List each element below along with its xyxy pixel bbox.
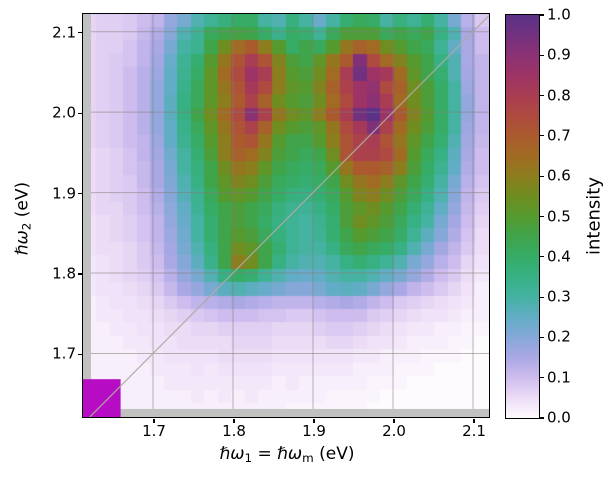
colorbar-tick-label: 0.8 xyxy=(547,86,571,105)
colorbar-tick-mark xyxy=(540,54,544,56)
saturated-corner-block xyxy=(83,379,122,418)
y-tick-mark xyxy=(78,32,82,34)
x-tick-mark xyxy=(393,419,395,423)
x-tick-label: 1.8 xyxy=(222,422,246,440)
colorbar-tick-label: 0.0 xyxy=(547,408,571,427)
x-tick-label: 1.9 xyxy=(302,422,326,440)
colorbar-tick-mark xyxy=(540,377,544,379)
colorbar-tick-mark xyxy=(540,135,544,137)
y-tick-mark xyxy=(78,273,82,275)
colorbar-tick-mark xyxy=(540,336,544,338)
colorbar-tick-label: 0.5 xyxy=(547,207,571,225)
y-axis-label-math: ℏω xyxy=(12,230,33,256)
y-tick-mark xyxy=(78,192,82,195)
x-tick-mark xyxy=(313,419,315,423)
colorbar-tick-mark xyxy=(540,14,544,16)
y-tick-label: 2.0 xyxy=(52,103,76,122)
x-tick-label: 2.0 xyxy=(382,422,406,440)
y-tick-label: 2.1 xyxy=(52,23,76,42)
colorbar-gradient xyxy=(505,14,539,418)
colorbar-tick-mark xyxy=(540,256,544,258)
colorbar xyxy=(504,13,540,419)
colorbar-tick-mark xyxy=(540,215,544,218)
plot-overlay xyxy=(83,14,490,418)
x-axis-label-math: ℏω xyxy=(219,444,245,464)
colorbar-tick-label: 1.0 xyxy=(547,5,571,24)
y-tick-mark xyxy=(78,353,82,356)
colorbar-tick-label: 0.7 xyxy=(547,126,571,145)
colorbar-tick-mark xyxy=(540,175,544,177)
x-tick-label: 2.1 xyxy=(462,422,486,440)
colorbar-tick-mark xyxy=(540,95,544,97)
colorbar-tick-label: 0.4 xyxy=(547,247,571,266)
heatmap-canvas xyxy=(83,14,490,418)
colorbar-tick-label: 0.1 xyxy=(547,368,571,387)
colorbar-tick-mark xyxy=(540,417,544,419)
y-tick-label: 1.9 xyxy=(52,184,76,203)
colorbar-tick-label: 0.3 xyxy=(547,287,571,306)
masked-bottom-band xyxy=(83,409,490,418)
x-tick-mark xyxy=(233,419,235,423)
heatmap-plot xyxy=(82,13,491,419)
y-tick-label: 1.8 xyxy=(52,264,76,283)
colorbar-tick-label: 0.6 xyxy=(547,166,571,185)
colorbar-tick-mark xyxy=(540,296,544,298)
x-tick-label: 1.7 xyxy=(142,422,166,440)
colorbar-tick-label: 0.9 xyxy=(547,45,571,64)
x-tick-mark xyxy=(153,419,155,423)
y-tick-mark xyxy=(78,112,82,114)
y-axis-label: ℏω2 (eV) xyxy=(12,181,34,256)
colorbar-label: intensity xyxy=(583,176,605,256)
diagonal-line xyxy=(89,15,490,418)
y-tick-label: 1.7 xyxy=(52,344,76,363)
x-axis-label: ℏω1 = ℏωm (eV) xyxy=(219,444,355,466)
masked-left-band xyxy=(83,14,92,418)
x-tick-mark xyxy=(473,419,475,423)
colorbar-tick-label: 0.2 xyxy=(547,327,571,346)
